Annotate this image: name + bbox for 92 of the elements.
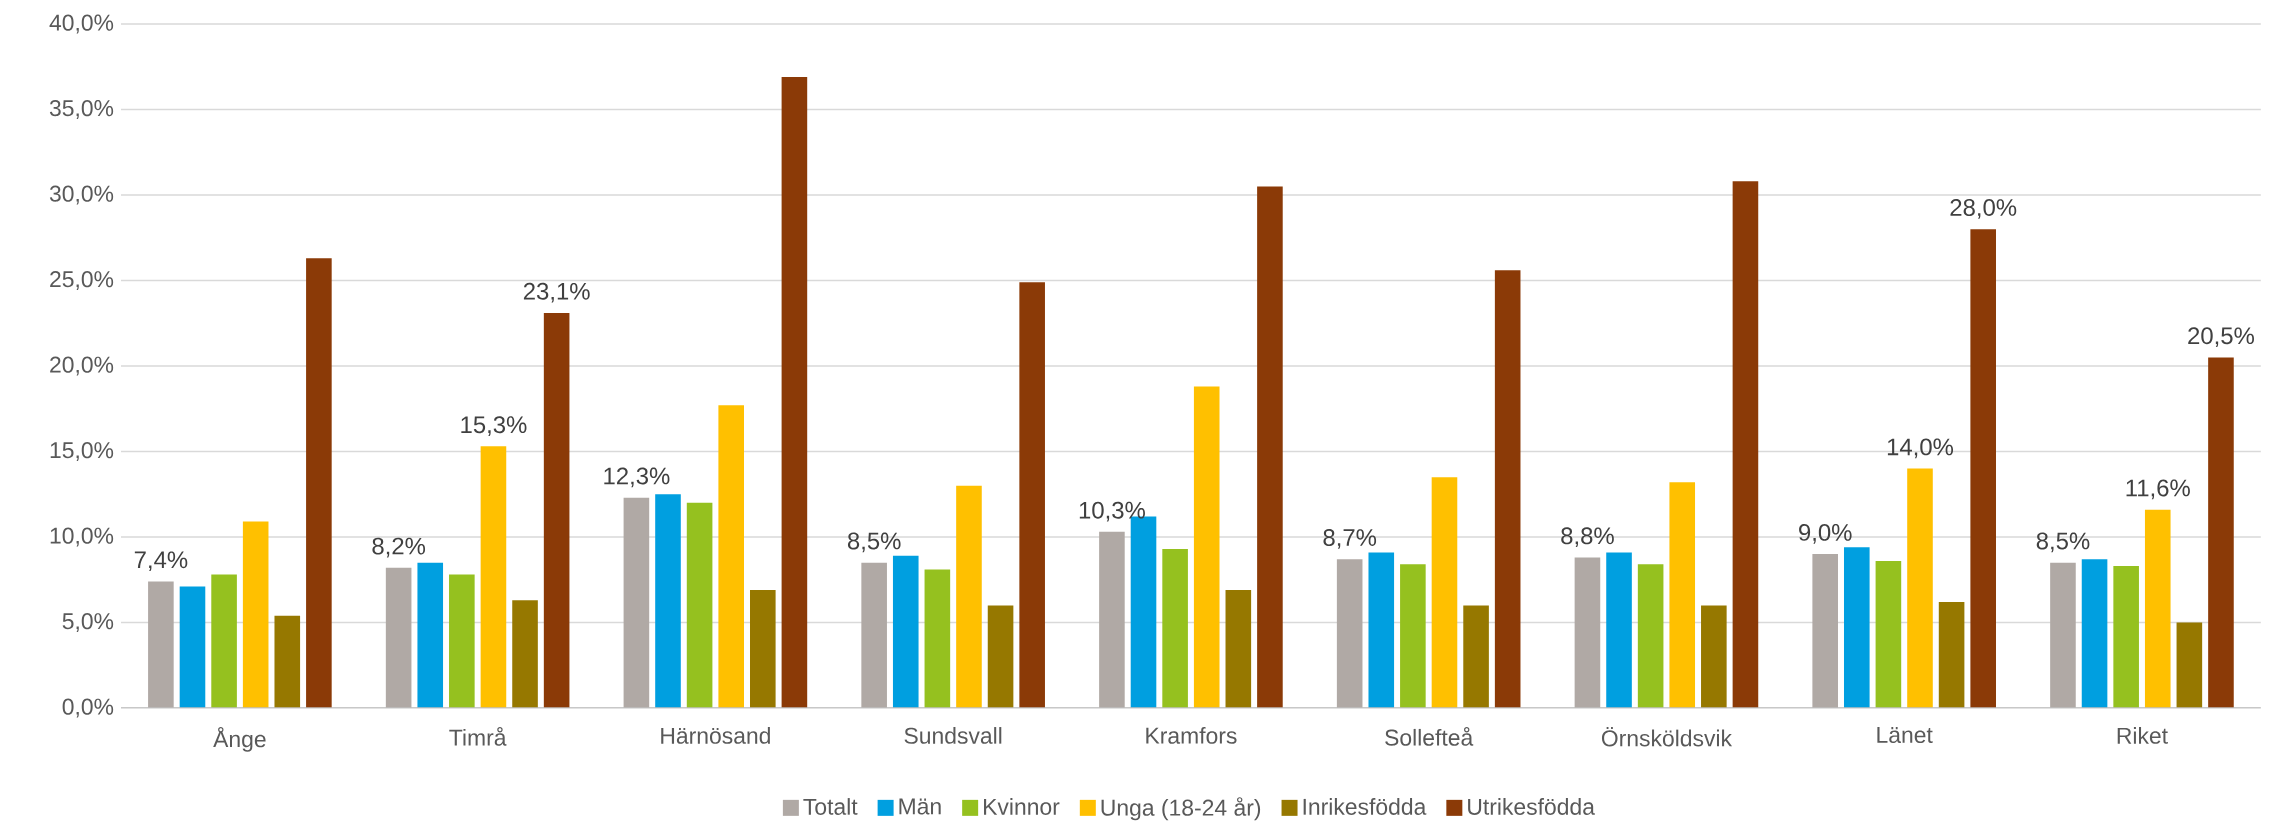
- bar: [1162, 548, 1188, 708]
- legend-label: Män: [899, 798, 941, 815]
- bar: [480, 446, 507, 708]
- data-label: 8,2%: [372, 537, 426, 558]
- bar: [1574, 557, 1601, 708]
- bar: [1606, 552, 1632, 708]
- bar: [148, 581, 174, 708]
- bar: [1225, 590, 1252, 708]
- y-tick-label: 15,0%: [50, 442, 114, 461]
- bar: [1463, 605, 1489, 708]
- bar: [1732, 181, 1759, 708]
- bar: [1812, 554, 1838, 708]
- legend-label: Unga (18-24 år): [1101, 797, 1261, 821]
- y-tick-label: 5,0%: [62, 613, 114, 632]
- data-label: 7,4%: [134, 551, 188, 572]
- bar: [385, 567, 412, 708]
- bar: [1193, 386, 1220, 708]
- legend-label: Utrikesfödda: [1468, 798, 1595, 815]
- x-tick-label: Sundsvall: [904, 727, 1002, 744]
- bar: [781, 77, 808, 708]
- x-tick-label: Kramfors: [1146, 727, 1237, 744]
- bar: [1843, 547, 1870, 708]
- data-label: 8,5%: [2036, 532, 2090, 553]
- data-label: 9,0%: [1799, 523, 1852, 544]
- bar: [274, 615, 301, 708]
- y-tick-label: 35,0%: [49, 100, 114, 119]
- data-label: 10,3%: [1079, 501, 1145, 522]
- bar: [242, 521, 269, 708]
- x-tick-label: Härnösand: [661, 727, 770, 744]
- bar: [543, 312, 570, 708]
- data-label: 28,0%: [1950, 199, 2017, 219]
- bar: [623, 497, 650, 708]
- data-label: 20,5%: [2188, 327, 2254, 348]
- data-label: 12,3%: [604, 467, 670, 488]
- bar: [306, 258, 332, 708]
- bar: [1637, 564, 1664, 708]
- bar: [655, 494, 681, 708]
- bar: [686, 502, 713, 708]
- x-tick-label: Länet: [1877, 727, 1933, 744]
- bar: [1431, 477, 1458, 708]
- bar: [1257, 186, 1283, 708]
- bar: [1336, 559, 1363, 708]
- x-tick-label: Timrå: [449, 727, 507, 746]
- data-label: 8,5%: [847, 532, 901, 553]
- bar: [2050, 562, 2076, 708]
- bar: [1938, 601, 1965, 708]
- bar: [956, 485, 982, 708]
- y-tick-label: 10,0%: [50, 527, 114, 547]
- bar: [2081, 559, 2108, 708]
- legend-label: Inrikesfödda: [1303, 798, 1427, 815]
- legend-label: Kvinnor: [984, 798, 1060, 815]
- x-tick-label: Riket: [2117, 727, 2168, 744]
- data-label: 8,8%: [1561, 527, 1614, 548]
- bar: [2208, 357, 2234, 708]
- bar: [1669, 482, 1696, 708]
- bar: [2176, 622, 2203, 708]
- legend-label: Totalt: [803, 798, 858, 815]
- bar: [179, 586, 206, 708]
- bar: [2113, 566, 2139, 708]
- bar: [1368, 552, 1395, 708]
- bar: [417, 562, 444, 708]
- bar: [1099, 531, 1125, 708]
- bar: [718, 405, 744, 708]
- bar: [750, 590, 776, 708]
- data-label: 23,1%: [523, 282, 590, 303]
- bar: [1907, 468, 1933, 708]
- x-tick-label: Sollefteå: [1385, 727, 1474, 746]
- x-tick-label: Örnsköldsvik: [1601, 727, 1733, 747]
- data-label: 11,6%: [2126, 479, 2190, 500]
- bar: [1019, 282, 1045, 708]
- bar: [1970, 229, 1996, 708]
- bar: [1701, 605, 1727, 708]
- bar: [892, 555, 919, 708]
- data-label: 14,0%: [1887, 438, 1954, 459]
- y-tick-label: 25,0%: [50, 271, 114, 290]
- y-tick-label: 30,0%: [49, 185, 114, 205]
- bar: [987, 605, 1014, 708]
- bar: [512, 600, 538, 708]
- bar: [861, 562, 887, 708]
- data-label: 15,3%: [461, 416, 527, 436]
- bar: [2144, 509, 2171, 708]
- y-tick-label: 0,0%: [62, 698, 114, 718]
- data-label: 8,7%: [1323, 529, 1377, 549]
- bar: [1400, 564, 1426, 708]
- y-tick-label: 20,0%: [50, 356, 114, 376]
- bar: [1875, 560, 1902, 708]
- bar: [924, 569, 951, 708]
- y-tick-label: 40,0%: [49, 14, 114, 34]
- bar: [1494, 270, 1521, 708]
- bar: [449, 574, 475, 708]
- bar: [211, 574, 237, 708]
- x-tick-label: Ånge: [213, 727, 266, 752]
